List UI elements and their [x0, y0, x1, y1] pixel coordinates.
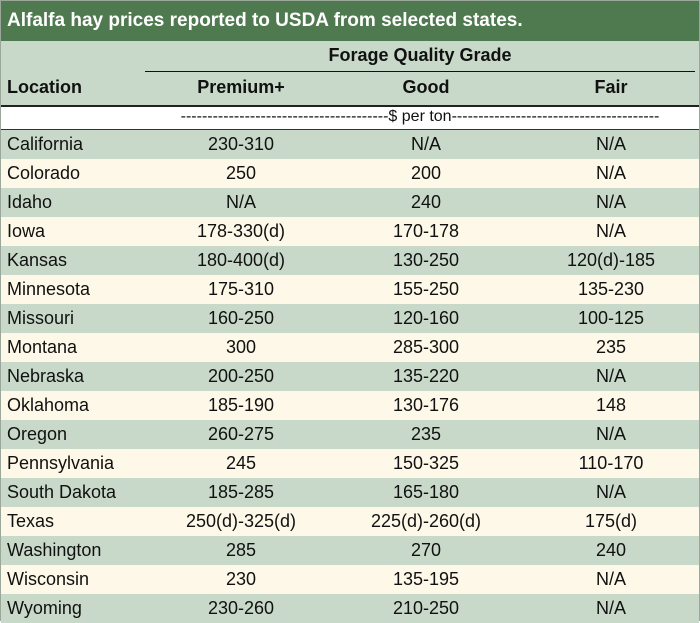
- fair-price-cell: 235: [595, 337, 627, 357]
- premium-price-cell: 180-400(d): [196, 250, 286, 270]
- fair-price-cell: 240: [595, 540, 627, 560]
- premium-price-cell: 160-250: [207, 308, 275, 328]
- table-row: Oregon 260-275 235 N/A: [1, 420, 699, 449]
- good-price-cell: 235: [410, 424, 442, 444]
- premium-price-cell: 260-275: [207, 424, 275, 444]
- fair-price-cell: N/A: [595, 482, 626, 502]
- premium-price-cell: 230-310: [207, 134, 275, 154]
- table-row: Wyoming 230-260 210-250 N/A: [1, 594, 699, 623]
- good-price-cell: 285-300: [392, 337, 460, 357]
- good-price-cell: 130-176: [392, 395, 460, 415]
- table-row: Colorado 250 200 N/A: [1, 159, 699, 188]
- location-cell: Oregon: [7, 424, 68, 444]
- header-band: [1, 41, 699, 105]
- table-row: Iowa 178-330(d) 170-178 N/A: [1, 217, 699, 246]
- fair-price-cell: 175(d): [584, 511, 638, 531]
- table-row: Missouri 160-250 120-160 100-125: [1, 304, 699, 333]
- location-cell: Colorado: [7, 163, 81, 183]
- premium-price-cell: 245: [225, 453, 257, 473]
- good-price-cell: 200: [410, 163, 442, 183]
- premium-price-cell: 178-330(d): [196, 221, 286, 241]
- location-cell: Missouri: [7, 308, 75, 328]
- table-row: Nebraska 200-250 135-220 N/A: [1, 362, 699, 391]
- good-price-cell: 165-180: [392, 482, 460, 502]
- table-row: Minnesota 175-310 155-250 135-230: [1, 275, 699, 304]
- location-column-header: Location: [7, 77, 82, 97]
- fair-price-cell: 135-230: [577, 279, 645, 299]
- table-row: Wisconsin 230 135-195 N/A: [1, 565, 699, 594]
- fair-price-cell: N/A: [595, 424, 626, 444]
- good-price-cell: N/A: [410, 134, 441, 154]
- location-cell: Washington: [7, 540, 102, 560]
- good-price-cell: 155-250: [392, 279, 460, 299]
- unit-row: ---------------------------------------$…: [1, 107, 699, 129]
- location-cell: Minnesota: [7, 279, 91, 299]
- location-cell: Idaho: [7, 192, 53, 212]
- forage-quality-grade-header: Forage Quality Grade: [328, 45, 512, 65]
- good-price-cell: 135-195: [392, 569, 460, 589]
- good-price-cell: 210-250: [392, 598, 460, 618]
- good-price-cell: 130-250: [392, 250, 460, 270]
- premium-price-cell: 200-250: [207, 366, 275, 386]
- location-cell: Pennsylvania: [7, 453, 115, 473]
- premium-price-cell: 230: [225, 569, 257, 589]
- location-cell: South Dakota: [7, 482, 117, 502]
- good-price-cell: 240: [410, 192, 442, 212]
- premium-price-cell: 250(d)-325(d): [185, 511, 297, 531]
- table-row: California 230-310 N/A N/A: [1, 130, 699, 159]
- premium-column-header: Premium+: [197, 77, 285, 97]
- table-row: Pennsylvania 245 150-325 110-170: [1, 449, 699, 478]
- table-row: Montana 300 285-300 235: [1, 333, 699, 362]
- unit-label: ---------------------------------------$…: [180, 108, 660, 125]
- good-price-cell: 120-160: [392, 308, 460, 328]
- premium-price-cell: 175-310: [207, 279, 275, 299]
- location-cell: Nebraska: [7, 366, 85, 386]
- location-cell: Texas: [7, 511, 55, 531]
- location-cell: Montana: [7, 337, 78, 357]
- table-body: California 230-310 N/A N/A Colorado 250 200 N/A…: [1, 130, 699, 623]
- table-row: Kansas 180-400(d) 130-250 120(d)-185: [1, 246, 699, 275]
- table-row: Washington 285 270 240: [1, 536, 699, 565]
- premium-price-cell: 185-285: [207, 482, 275, 502]
- location-cell: California: [7, 134, 84, 154]
- fair-column-header: Fair: [594, 77, 628, 97]
- table-row: South Dakota 185-285 165-180 N/A: [1, 478, 699, 507]
- fair-price-cell: N/A: [595, 163, 626, 183]
- good-price-cell: 270: [410, 540, 442, 560]
- fair-price-cell: 148: [595, 395, 627, 415]
- table-row: Oklahoma 185-190 130-176 148: [1, 391, 699, 420]
- premium-price-cell: N/A: [225, 192, 256, 212]
- location-cell: Oklahoma: [7, 395, 90, 415]
- premium-price-cell: 250: [225, 163, 257, 183]
- premium-price-cell: 285: [225, 540, 257, 560]
- good-price-cell: 170-178: [392, 221, 460, 241]
- good-price-cell: 135-220: [392, 366, 460, 386]
- premium-price-cell: 230-260: [207, 598, 275, 618]
- good-column-header: Good: [402, 77, 450, 97]
- location-cell: Wyoming: [7, 598, 82, 618]
- fair-price-cell: N/A: [595, 569, 626, 589]
- fair-price-cell: N/A: [595, 192, 626, 212]
- header-divider: [1, 105, 699, 107]
- good-price-cell: 150-325: [392, 453, 460, 473]
- fair-price-cell: N/A: [595, 134, 626, 154]
- fair-price-cell: 110-170: [578, 453, 644, 473]
- good-price-cell: 225(d)-260(d): [370, 511, 482, 531]
- location-cell: Iowa: [7, 221, 46, 241]
- table-row: Texas 250(d)-325(d) 225(d)-260(d) 175(d): [1, 507, 699, 536]
- group-header-underline: [145, 71, 695, 72]
- table-row: Idaho N/A 240 N/A: [1, 188, 699, 217]
- location-cell: Wisconsin: [7, 569, 90, 589]
- premium-price-cell: 300: [225, 337, 257, 357]
- fair-price-cell: 120(d)-185: [566, 250, 656, 270]
- fair-price-cell: N/A: [595, 598, 626, 618]
- table-title: Alfalfa hay prices reported to USDA from…: [1, 1, 699, 41]
- fair-price-cell: N/A: [595, 366, 626, 386]
- fair-price-cell: 100-125: [577, 308, 645, 328]
- unit-divider: [1, 129, 699, 130]
- fair-price-cell: N/A: [595, 221, 626, 241]
- premium-price-cell: 185-190: [207, 395, 275, 415]
- location-cell: Kansas: [7, 250, 68, 270]
